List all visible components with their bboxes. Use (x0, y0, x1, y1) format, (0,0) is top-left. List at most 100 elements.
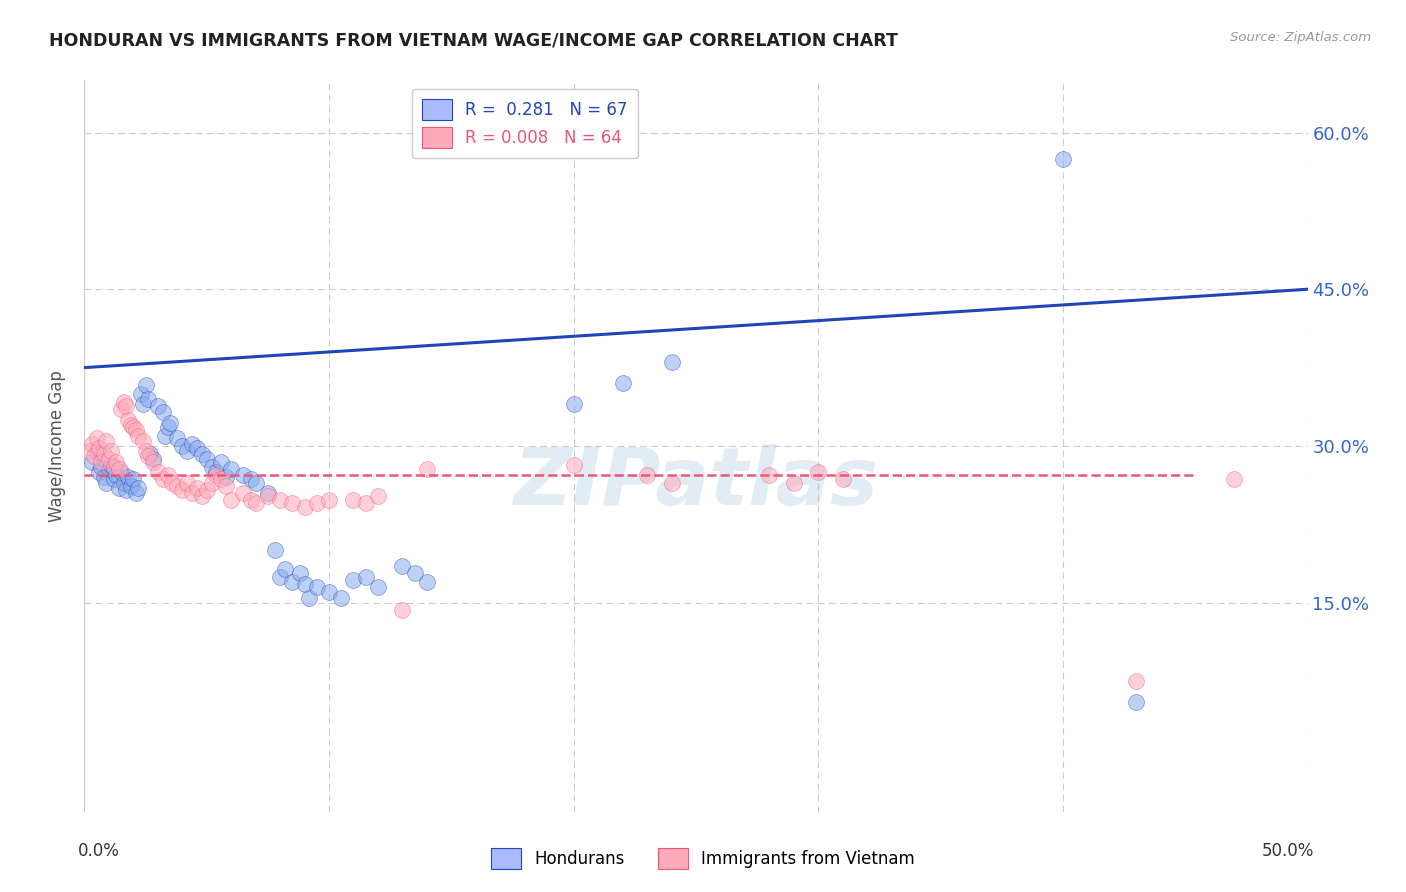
Point (1052, 152, 1074, 166)
Text: Source: ZipAtlas.com: Source: ZipAtlas.com (1230, 31, 1371, 45)
Text: 0.0%: 0.0% (79, 842, 120, 860)
Point (146, 399, 169, 413)
Point (87, 441, 110, 455)
Point (86, 444, 108, 458)
Point (239, 493, 262, 508)
Point (191, 489, 214, 503)
Point (80, 455, 103, 469)
Point (264, 543, 287, 558)
Point (1125, 695, 1147, 709)
Point (186, 481, 208, 495)
Point (342, 573, 364, 587)
Point (103, 459, 125, 474)
Point (281, 574, 304, 589)
Point (122, 472, 145, 486)
Point (783, 475, 806, 490)
Point (127, 428, 149, 442)
Point (245, 475, 267, 490)
Point (105, 468, 128, 483)
Point (1223, 472, 1246, 486)
Point (129, 386, 152, 401)
Point (404, 566, 426, 581)
Point (758, 468, 780, 483)
Point (110, 402, 132, 417)
Point (318, 585, 340, 599)
Legend: Hondurans, Immigrants from Vietnam: Hondurans, Immigrants from Vietnam (481, 838, 925, 880)
Point (139, 447, 162, 461)
Point (120, 418, 142, 433)
Point (86, 431, 108, 445)
Point (269, 569, 291, 583)
Y-axis label: Wage/Income Gap: Wage/Income Gap (48, 370, 66, 522)
Point (93, 470, 115, 484)
Point (205, 465, 228, 479)
Point (281, 496, 304, 510)
Point (125, 486, 148, 500)
Point (172, 439, 194, 453)
Point (176, 444, 198, 458)
Point (77, 444, 100, 458)
Point (807, 465, 830, 479)
Point (103, 472, 125, 486)
Point (110, 465, 132, 479)
Point (117, 470, 139, 484)
Point (416, 574, 439, 589)
Point (120, 479, 142, 493)
Point (117, 413, 139, 427)
Point (156, 420, 179, 434)
Point (354, 569, 377, 583)
Point (562, 397, 585, 411)
Point (191, 447, 214, 461)
Point (186, 441, 208, 455)
Point (159, 416, 181, 430)
Text: HONDURAN VS IMMIGRANTS FROM VIETNAM WAGE/INCOME GAP CORRELATION CHART: HONDURAN VS IMMIGRANTS FROM VIETNAM WAGE… (49, 31, 898, 49)
Point (107, 481, 129, 495)
Point (122, 420, 145, 434)
Point (87, 465, 110, 479)
Point (146, 465, 169, 479)
Point (172, 483, 194, 497)
Point (416, 462, 439, 476)
Point (115, 483, 138, 497)
Point (209, 472, 232, 486)
Point (107, 462, 129, 476)
Point (209, 455, 232, 469)
Point (298, 591, 321, 605)
Point (342, 493, 364, 508)
Point (232, 468, 254, 483)
Point (135, 444, 157, 458)
Point (330, 591, 353, 605)
Point (96, 475, 118, 490)
Point (661, 355, 683, 369)
Point (205, 468, 228, 483)
Point (127, 481, 149, 495)
Point (661, 475, 683, 490)
Point (215, 479, 238, 493)
Legend: R =  0.281   N = 67, R = 0.008   N = 64: R = 0.281 N = 67, R = 0.008 N = 64 (412, 88, 637, 158)
Point (136, 392, 159, 406)
Point (156, 468, 179, 483)
Point (219, 493, 242, 508)
Point (294, 500, 316, 514)
Point (176, 475, 198, 490)
Point (142, 455, 165, 469)
Point (97, 451, 120, 466)
Point (1125, 674, 1147, 689)
Point (83, 450, 105, 464)
Point (115, 399, 138, 413)
Point (288, 566, 311, 581)
Point (162, 475, 184, 490)
Point (257, 486, 280, 500)
Point (232, 486, 254, 500)
Point (90, 455, 112, 469)
Point (195, 483, 218, 497)
Point (305, 580, 328, 594)
Point (612, 376, 634, 391)
Point (96, 434, 118, 448)
Point (245, 496, 267, 510)
Point (215, 470, 238, 484)
Point (125, 423, 148, 437)
Point (80, 437, 103, 451)
Point (132, 397, 155, 411)
Point (153, 428, 176, 442)
